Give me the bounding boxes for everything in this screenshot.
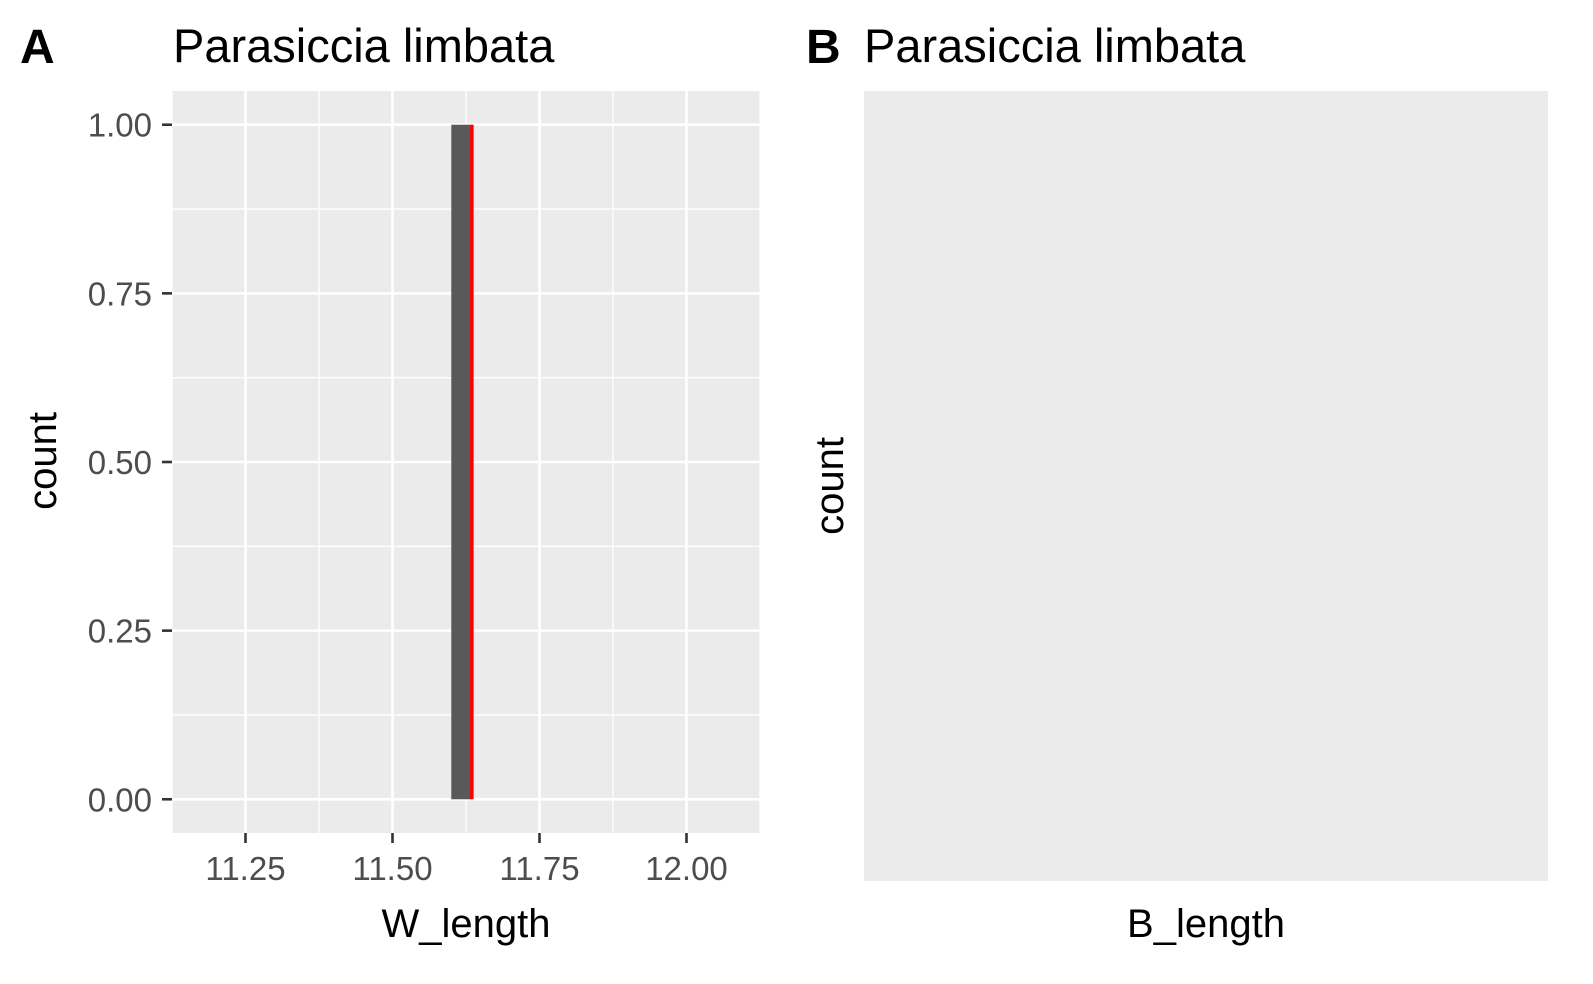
panel-a-x-tick-label: 12.00 xyxy=(645,850,728,887)
panel-a: A Parasiccia limbata 0.00 0.25 0.50 0.75 1.0… xyxy=(20,19,761,946)
panel-b-y-axis-label: count xyxy=(808,437,852,535)
panel-a-y-axis-label: count xyxy=(21,412,65,510)
panel-b-title: Parasiccia limbata xyxy=(864,19,1246,72)
panel-a-bars xyxy=(451,124,472,800)
panel-a-x-axis-label: W_length xyxy=(382,902,551,946)
panel-a-x-axis: 11.25 11.50 11.75 12.00 xyxy=(205,833,728,887)
panel-b-x-axis-label: B_length xyxy=(1127,902,1285,946)
panel-a-y-tick-label: 0.00 xyxy=(88,781,152,818)
panel-a-tag: A xyxy=(20,21,55,74)
panel-a-y-tick-label: 0.25 xyxy=(88,613,152,650)
panel-b: B Parasiccia limbata B_length count xyxy=(806,19,1548,946)
panel-a-y-tick-label: 1.00 xyxy=(88,107,152,144)
histogram-bar xyxy=(451,124,472,800)
panel-a-y-tick-label: 0.50 xyxy=(88,444,152,481)
panel-a-x-tick-label: 11.25 xyxy=(205,850,285,887)
panel-a-title: Parasiccia limbata xyxy=(173,19,555,72)
panel-a-y-axis: 0.00 0.25 0.50 0.75 1.00 xyxy=(88,107,172,818)
panel-b-plot-background xyxy=(864,91,1548,881)
panel-a-x-tick-label: 11.50 xyxy=(352,850,432,887)
panel-b-tag: B xyxy=(806,21,841,74)
panel-a-x-tick-label: 11.75 xyxy=(499,850,579,887)
panel-a-y-tick-label: 0.75 xyxy=(88,275,152,312)
